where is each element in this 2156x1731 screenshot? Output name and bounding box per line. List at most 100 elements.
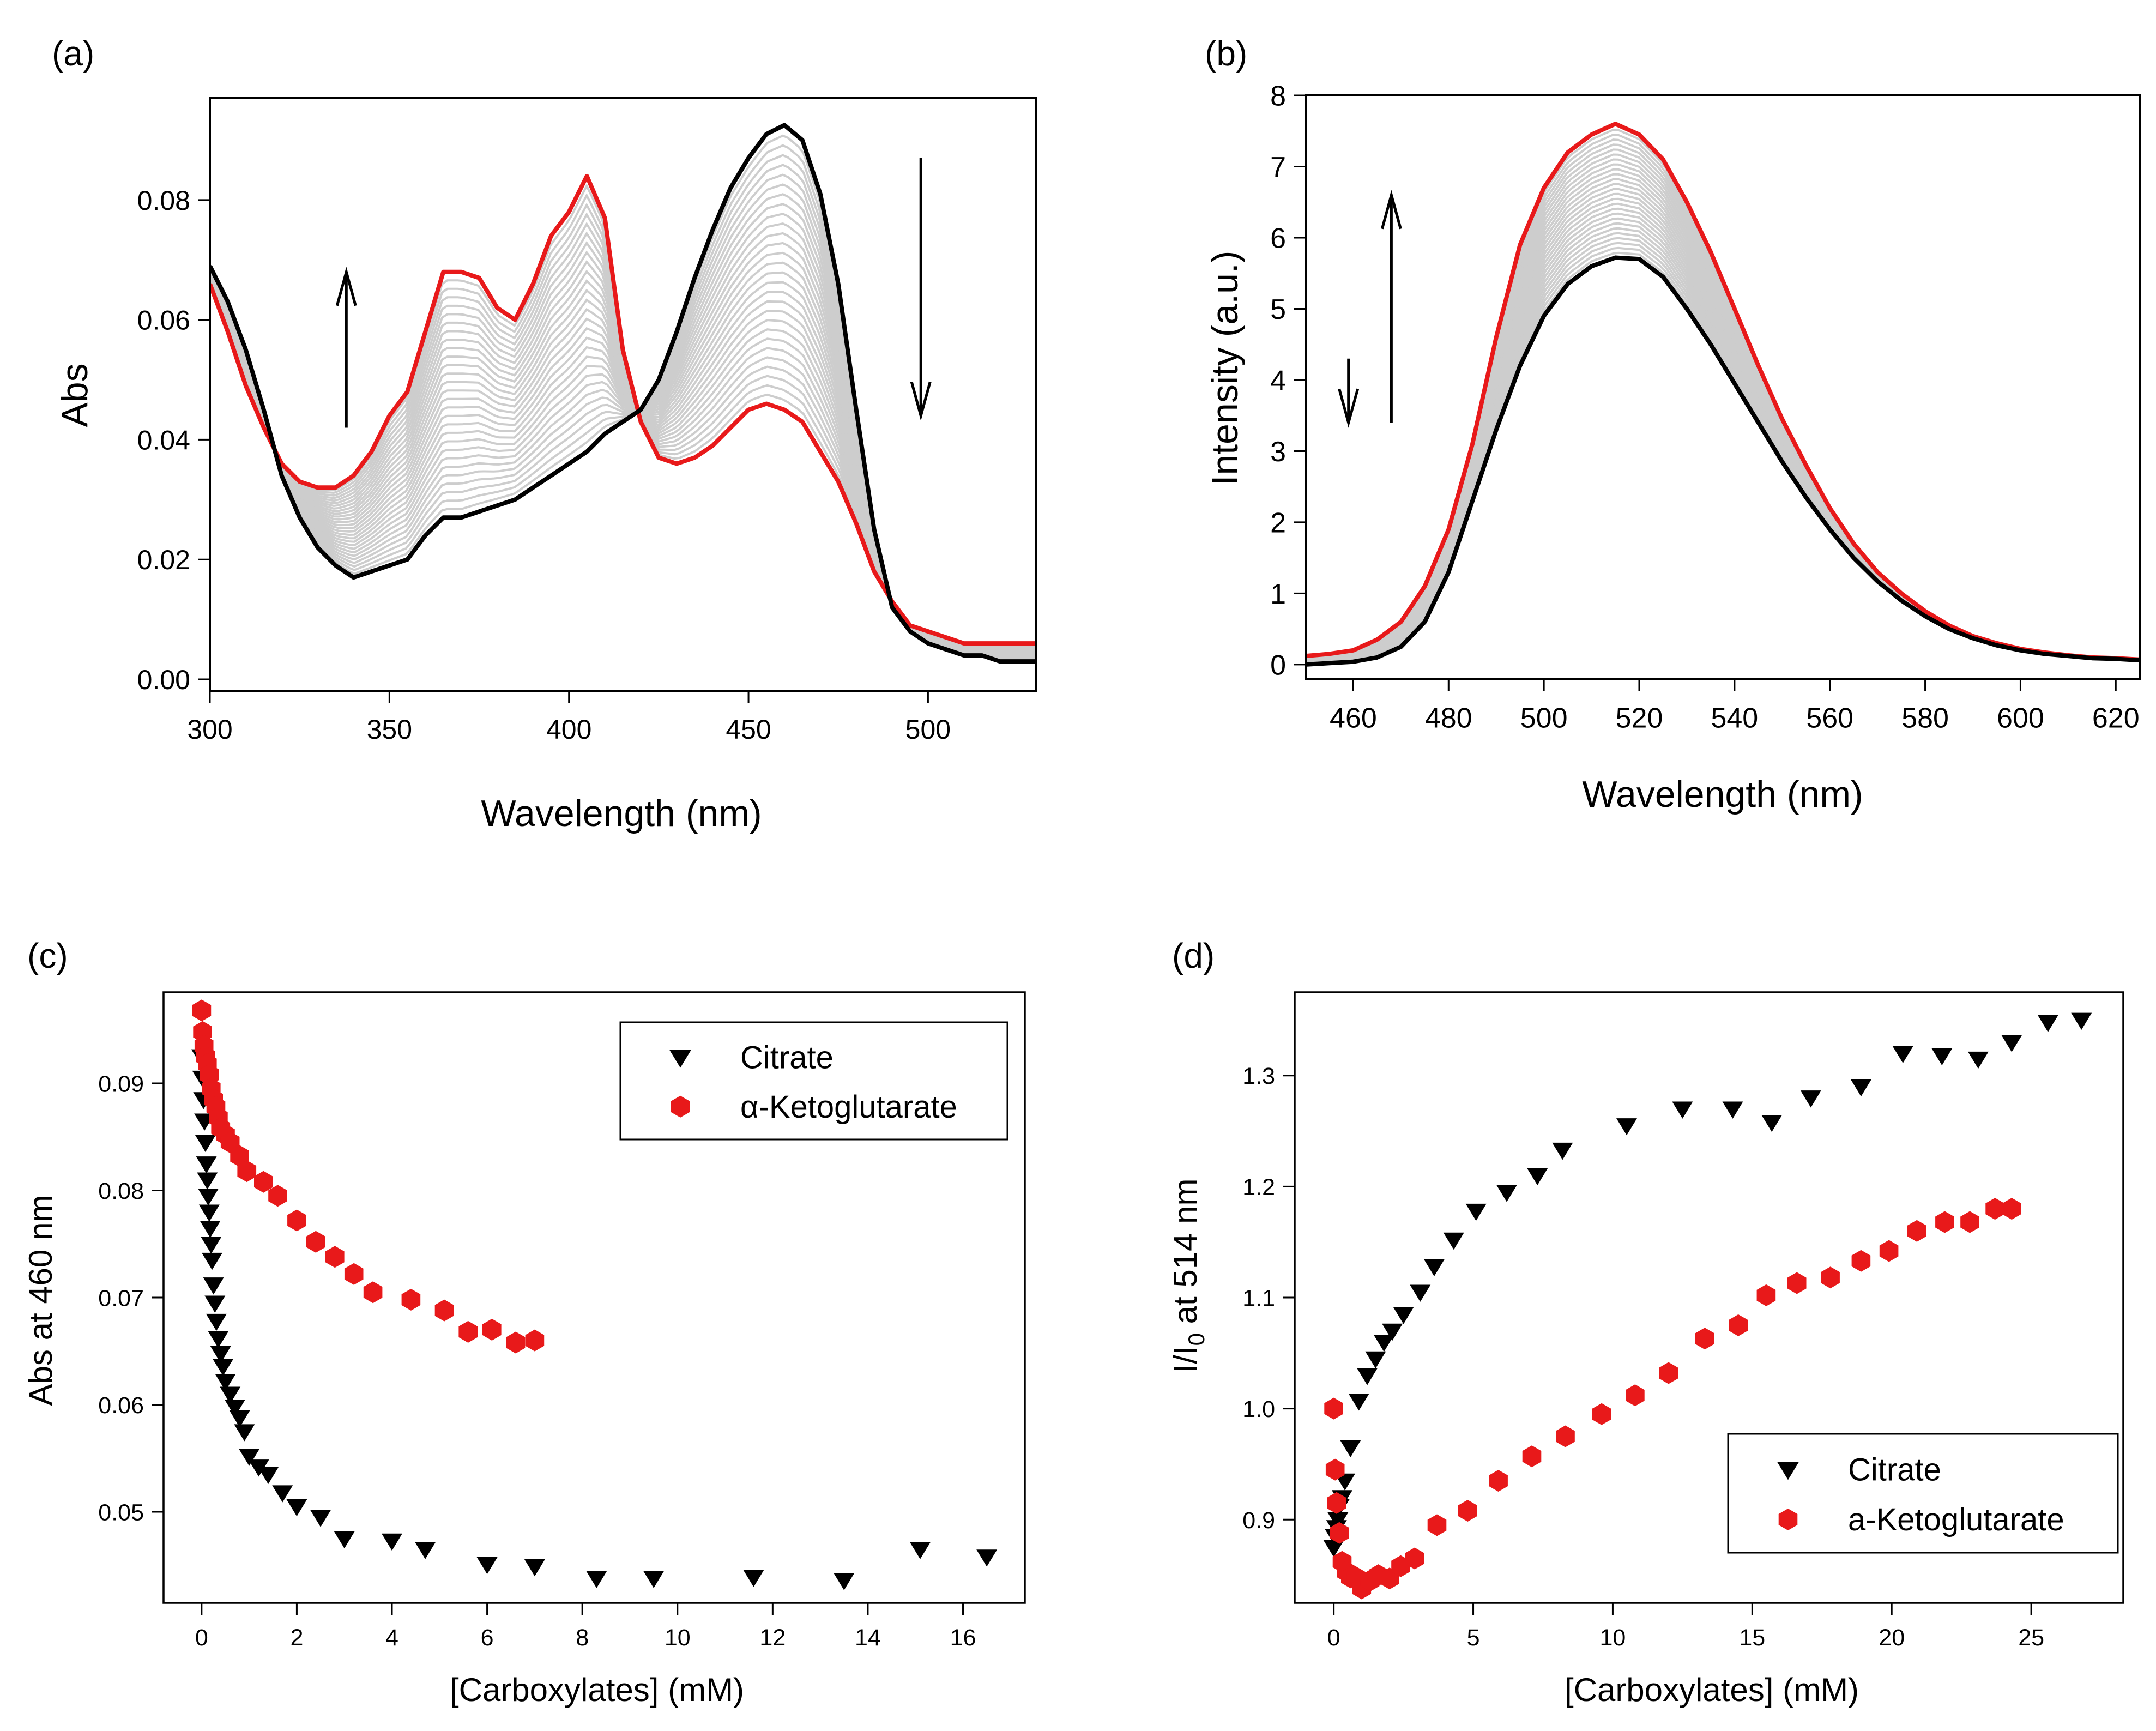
c-point-citrate	[234, 1424, 255, 1442]
c-point-keto	[525, 1329, 545, 1352]
d-xtick-label: 10	[1600, 1625, 1626, 1651]
panel-d-ylabel: I/I0 at 514 nm	[1167, 1179, 1209, 1373]
c-point-citrate	[213, 1359, 234, 1376]
d-point-keto	[1907, 1220, 1926, 1242]
panel-a-xlabel: Wavelength (nm)	[481, 793, 762, 834]
a-intermediate-spectrum	[210, 232, 1036, 656]
d-point-citrate	[1357, 1368, 1378, 1385]
c-point-keto	[325, 1246, 345, 1268]
d-point-citrate	[1850, 1079, 1871, 1097]
d-point-keto	[1325, 1458, 1345, 1481]
c-point-citrate	[524, 1559, 545, 1577]
c-point-citrate	[310, 1510, 331, 1527]
a-intermediate-spectrum	[210, 221, 1036, 648]
a-intermediate-spectrum	[210, 261, 1036, 654]
d-point-keto	[1659, 1362, 1678, 1384]
c-xtick-label: 0	[195, 1625, 208, 1651]
b-frame	[1305, 94, 2141, 680]
d-point-citrate	[1365, 1351, 1386, 1369]
d-legend-label: Citrate	[1848, 1452, 1941, 1487]
a-intermediate-spectrum	[210, 276, 1036, 652]
d-point-citrate	[1393, 1307, 1414, 1324]
c-point-citrate	[476, 1557, 498, 1575]
d-point-citrate	[1323, 1540, 1344, 1558]
c-xtick-label: 14	[855, 1625, 881, 1651]
a-arrow-head	[910, 381, 932, 421]
c-xtick-label: 4	[385, 1625, 398, 1651]
a-xtick-label: 400	[546, 714, 591, 745]
c-point-citrate	[210, 1346, 231, 1364]
panel-b: (b) 460 480 500 520 540 560 580 600 620 0 1 2 3 4 5 6 7 8…	[1204, 34, 2141, 815]
b-ytick-label: 8	[1270, 81, 1286, 112]
d-point-keto	[1821, 1266, 1840, 1289]
d-point-citrate	[1931, 1048, 1953, 1066]
d-point-keto	[1556, 1425, 1575, 1447]
a-intermediate-spectrum	[210, 203, 1036, 658]
panel-b-xlabel: Wavelength (nm)	[1582, 774, 1863, 815]
panel-c-xlabel: [Carboxylates] (mM)	[450, 1672, 744, 1708]
b-xtick-label: 540	[1711, 703, 1758, 734]
c-point-citrate	[382, 1533, 403, 1551]
d-xtick-label: 20	[1879, 1625, 1905, 1651]
d-point-citrate	[1410, 1284, 1431, 1302]
d-point-keto	[1427, 1514, 1447, 1536]
d-point-keto	[1489, 1470, 1508, 1492]
d-point-keto	[1327, 1492, 1346, 1514]
c-point-citrate	[586, 1571, 607, 1588]
d-point-citrate	[1672, 1101, 1693, 1119]
panel-d-ylabel-rest: at 514 nm	[1167, 1179, 1204, 1334]
c-point-keto	[434, 1299, 454, 1322]
panel-d-ylabel-sub: 0	[1183, 1333, 1209, 1346]
c-point-keto	[287, 1209, 306, 1232]
a-intermediate-spectrum	[210, 213, 1036, 657]
b-xtick-label: 560	[1806, 703, 1853, 734]
d-point-citrate	[1761, 1114, 1783, 1132]
c-point-citrate	[195, 1135, 216, 1153]
d-ytick-label: 1.2	[1242, 1174, 1275, 1201]
a-xtick-label: 300	[187, 714, 232, 745]
a-intermediate-spectrum	[210, 260, 1036, 650]
panel-d: (d) 0 5 10 15 20 25 0.9 1.0 1.1 1.2 1.3 Citrate a-Ke…	[1167, 936, 2124, 1708]
d-ytick-label: 1.0	[1242, 1396, 1275, 1422]
a-intermediate-spectrum	[210, 276, 1036, 652]
b-intermediate-spectrum	[1306, 163, 2140, 661]
d-legend-marker	[1777, 1462, 1799, 1480]
b-xtick-label: 600	[1997, 703, 2044, 734]
d-point-citrate	[1800, 1090, 1821, 1108]
c-xtick-label: 8	[576, 1625, 589, 1651]
d-point-keto	[1756, 1284, 1776, 1306]
c-point-citrate	[204, 1295, 226, 1313]
d-legend-marker	[1778, 1509, 1798, 1530]
d-point-citrate	[1496, 1185, 1517, 1202]
a-intermediate-spectrum	[210, 271, 1036, 653]
c-point-citrate	[200, 1220, 221, 1238]
a-ytick-label: 0.06	[137, 305, 190, 336]
c-point-citrate	[976, 1549, 998, 1567]
d-point-keto	[1787, 1272, 1807, 1294]
d-xtick-label: 5	[1467, 1625, 1480, 1651]
d-point-citrate	[1892, 1046, 1913, 1064]
c-ytick-label: 0.09	[98, 1071, 144, 1097]
c-ytick-label: 0.08	[98, 1178, 144, 1204]
c-point-citrate	[201, 1237, 222, 1254]
panel-a-ylabel: Abs	[54, 363, 95, 427]
c-xtick-label: 12	[759, 1625, 786, 1651]
d-point-citrate	[2071, 1012, 2092, 1030]
c-point-keto	[401, 1288, 421, 1311]
d-point-citrate	[1616, 1118, 1638, 1136]
c-point-citrate	[286, 1499, 307, 1517]
c-point-citrate	[224, 1400, 245, 1417]
b-ytick-label: 3	[1270, 436, 1286, 468]
c-point-keto	[506, 1331, 526, 1354]
c-legend-label: Citrate	[740, 1040, 834, 1076]
d-point-keto	[1879, 1240, 1899, 1262]
panel-d-plot: 0 5 10 15 20 25 0.9 1.0 1.1 1.2 1.3 Citrate a-Ketogl…	[1242, 991, 2124, 1651]
c-point-citrate	[239, 1449, 260, 1466]
a-intermediate-spectrum	[210, 231, 1036, 648]
c-point-keto	[268, 1185, 287, 1207]
panel-a: (a) 300 350 400 450 5000.000.020.040.060.08 …	[52, 34, 1037, 834]
c-point-citrate	[208, 1331, 229, 1348]
c-point-citrate	[229, 1410, 250, 1428]
a-frame	[209, 97, 1037, 692]
a-intermediate-spectrum	[210, 269, 1036, 651]
